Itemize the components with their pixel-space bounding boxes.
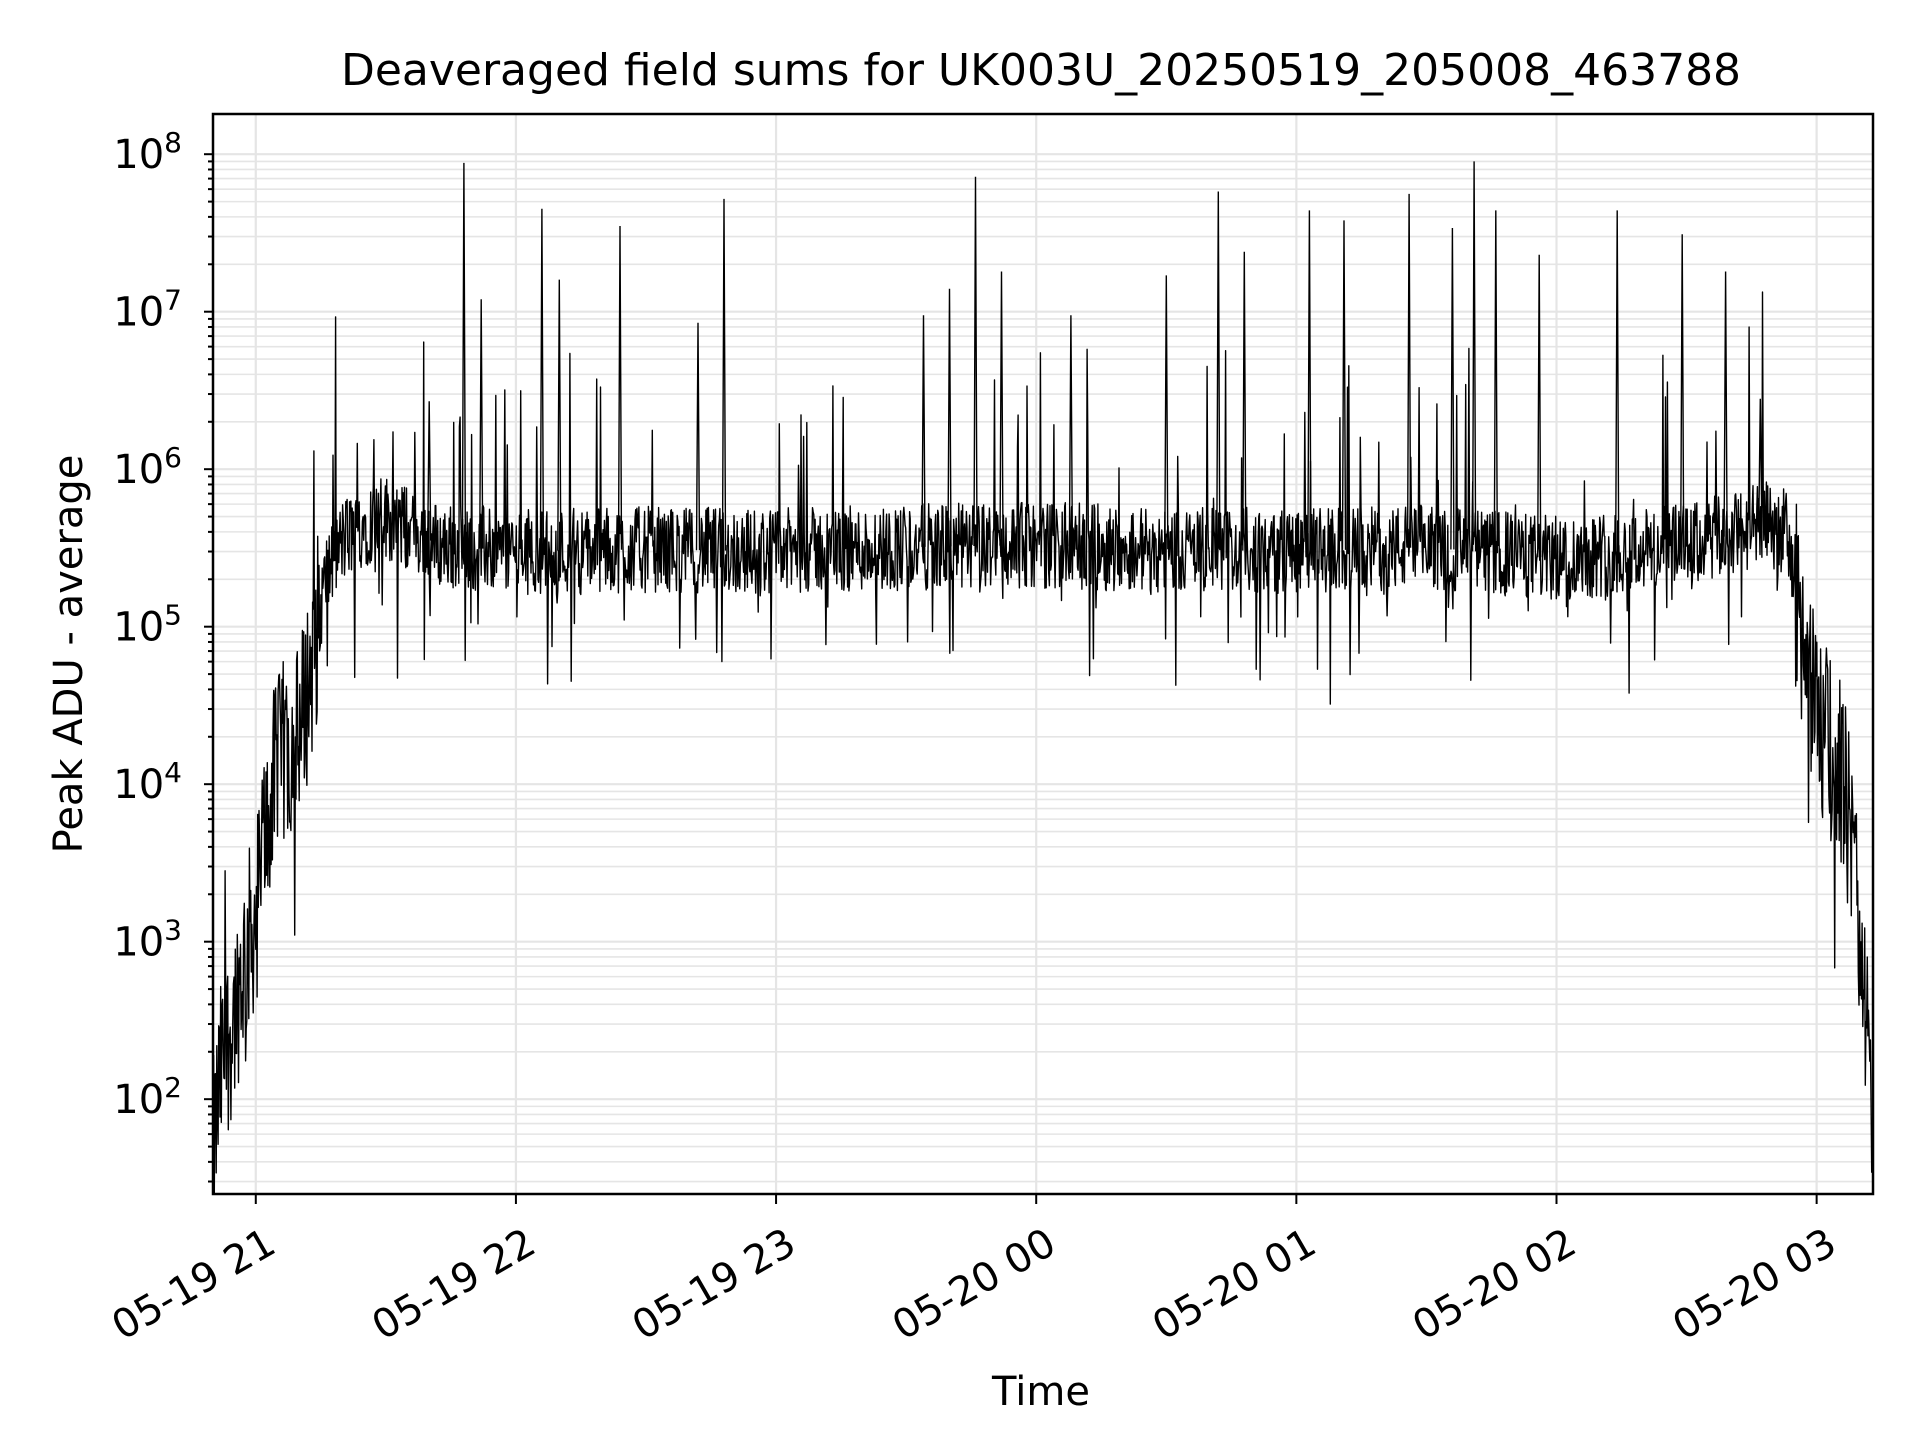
y-tick-label: 104 — [113, 756, 182, 808]
y-tick-label: 107 — [113, 284, 182, 336]
y-tick-label: 103 — [113, 914, 182, 966]
y-tick-label: 102 — [113, 1071, 182, 1123]
x-tick-label: 05-19 23 — [625, 1220, 804, 1350]
grid-layer — [213, 114, 1873, 1194]
series-spike — [539, 208, 545, 552]
series-spike — [695, 322, 701, 551]
series-layer — [212, 161, 1874, 1195]
chart-title: Deaveraged field sums for UK003U_2025051… — [341, 45, 1741, 96]
series-spike — [1216, 191, 1221, 551]
series-spike — [617, 225, 623, 550]
series-spike — [1307, 210, 1312, 552]
x-tick-label: 05-19 22 — [365, 1220, 544, 1350]
x-tick-label: 05-20 03 — [1665, 1220, 1844, 1350]
series-spike — [1450, 227, 1455, 550]
plot-frame — [211, 112, 1875, 1196]
y-tick-label: 105 — [113, 599, 182, 651]
series-spike — [921, 315, 926, 547]
series-spike — [721, 198, 727, 551]
series-spike — [1471, 161, 1477, 552]
x-tick-label: 05-19 21 — [104, 1220, 283, 1350]
series-spike — [1406, 193, 1412, 548]
axis-layer: 05-19 21 05-19 22 05-19 23 05-20 00 05-20 01… — [104, 126, 1844, 1349]
series-spike — [1758, 398, 1763, 526]
series-spike — [461, 162, 467, 548]
y-axis-label: Peak ADU - average — [46, 455, 92, 854]
y-tick-label: 108 — [113, 126, 182, 178]
series-spike — [479, 299, 484, 549]
series-spike — [973, 176, 978, 547]
series-line — [212, 291, 1874, 1195]
series-spike — [1615, 210, 1620, 553]
series-spike — [1493, 210, 1498, 554]
series-spike — [1723, 271, 1728, 537]
x-tick-label: 05-20 02 — [1405, 1220, 1584, 1350]
series-spike — [557, 279, 562, 551]
x-axis-label: Time — [991, 1369, 1090, 1415]
series-spike — [1164, 275, 1169, 550]
series-spike — [427, 401, 432, 541]
series-spike — [1242, 251, 1247, 551]
series-spike — [999, 271, 1004, 546]
series-spike — [1068, 315, 1074, 547]
series-spike — [947, 288, 952, 547]
series-spike — [1537, 254, 1542, 558]
series-spike — [1680, 234, 1685, 548]
x-tick-label: 05-20 00 — [885, 1220, 1064, 1350]
series-spike — [1341, 220, 1347, 550]
x-tick-label: 05-20 01 — [1145, 1220, 1324, 1350]
y-tick-label: 106 — [113, 441, 182, 493]
